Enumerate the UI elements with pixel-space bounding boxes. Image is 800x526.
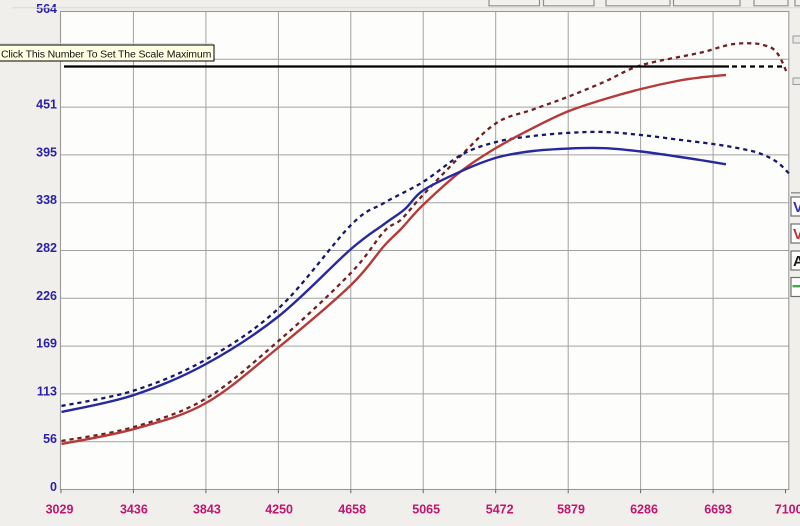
svg-text:226: 226 xyxy=(36,289,57,303)
svg-text:3436: 3436 xyxy=(120,503,148,517)
svg-text:6693: 6693 xyxy=(704,503,732,517)
svg-text:56: 56 xyxy=(43,432,57,446)
svg-text:564: 564 xyxy=(36,2,57,16)
svg-text:395: 395 xyxy=(36,145,57,159)
svg-text:338: 338 xyxy=(36,193,57,207)
svg-text:113: 113 xyxy=(37,384,57,398)
svg-text:5065: 5065 xyxy=(412,503,440,517)
svg-text:A: A xyxy=(793,253,800,270)
svg-text:5472: 5472 xyxy=(486,503,514,517)
svg-text:Click This Number To Set The S: Click This Number To Set The Scale Maxim… xyxy=(1,48,212,60)
svg-text:V: V xyxy=(793,199,800,216)
svg-text:7100: 7100 xyxy=(775,503,800,517)
svg-text:V: V xyxy=(793,226,800,243)
svg-text:3843: 3843 xyxy=(193,503,221,517)
svg-text:6286: 6286 xyxy=(630,503,658,517)
svg-text:5879: 5879 xyxy=(557,503,585,517)
svg-text:0: 0 xyxy=(50,480,57,494)
svg-text:282: 282 xyxy=(36,241,57,255)
svg-text:3029: 3029 xyxy=(46,503,74,517)
svg-text:451: 451 xyxy=(36,98,57,112)
svg-text:4658: 4658 xyxy=(338,503,366,517)
svg-text:169: 169 xyxy=(36,337,57,351)
svg-text:4250: 4250 xyxy=(265,503,293,517)
